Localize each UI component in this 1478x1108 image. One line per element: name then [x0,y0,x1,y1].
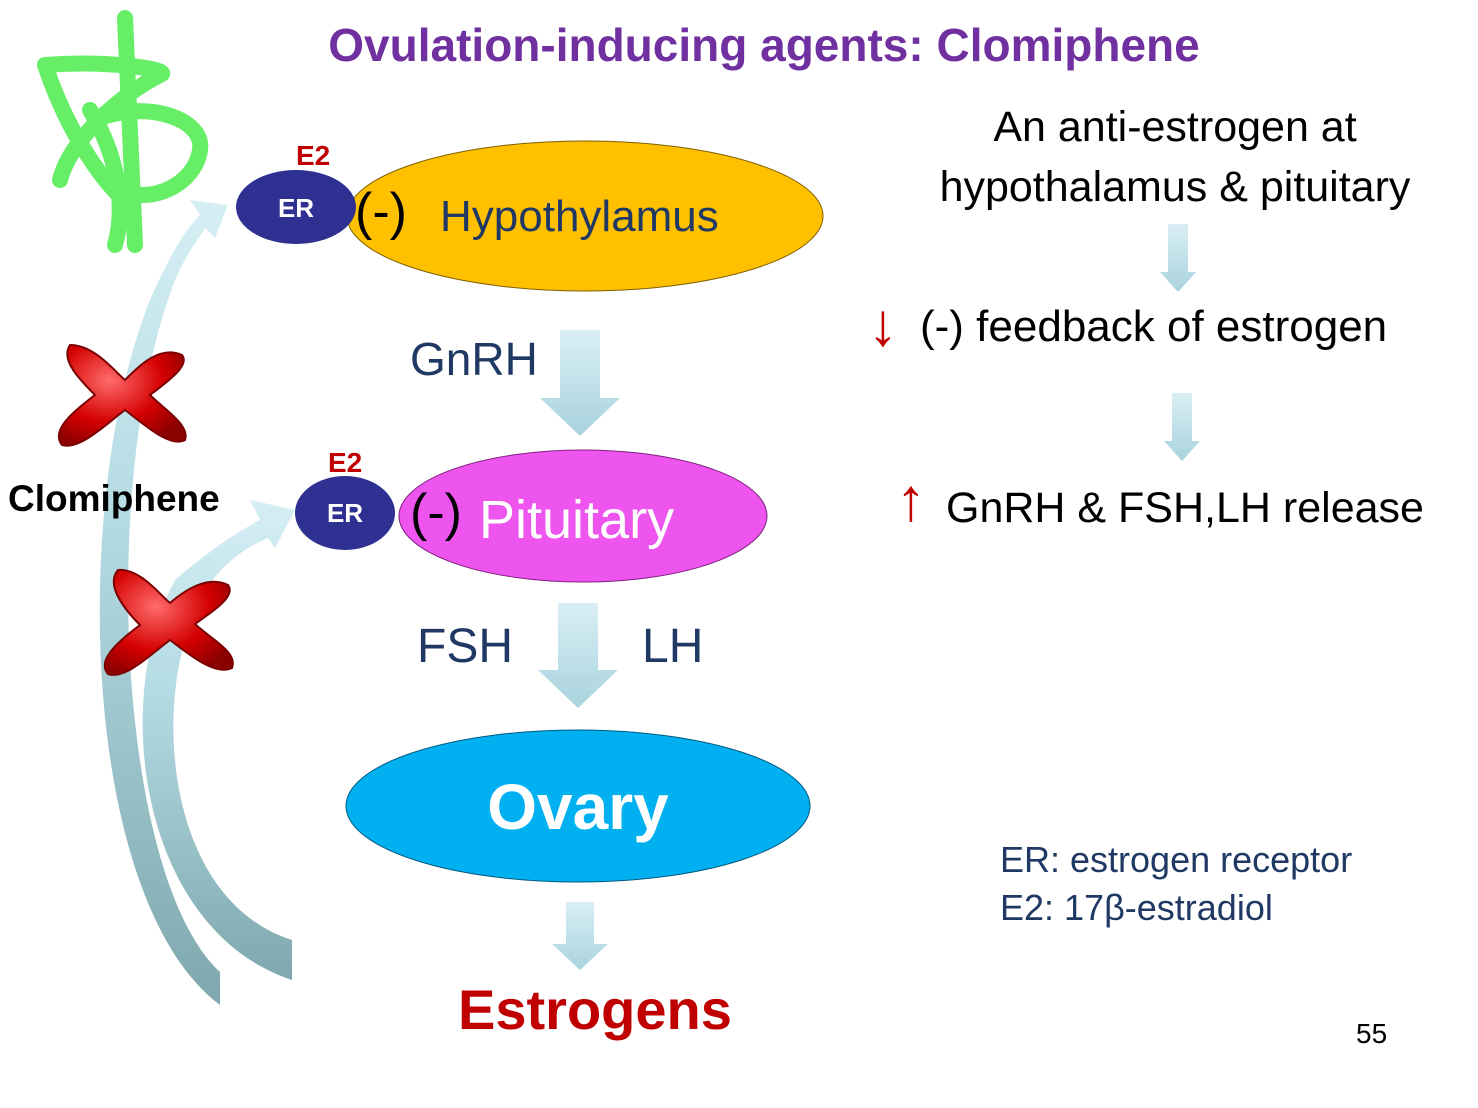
negative-mark-hypothalamus: (-) [355,183,407,241]
slide-title: Ovulation-inducing agents: Clomiphene [328,19,1200,71]
e2-label-hypothalamus: E2 [296,140,331,171]
er-label-pituitary: ER [326,498,364,528]
arrow-right-2 [1164,393,1200,461]
estrogens-label: Estrogens [458,978,732,1041]
e2-label-pituitary: E2 [328,447,363,478]
lh-label: LH [642,620,704,673]
increase-arrow-icon: ↑ [896,466,926,533]
mechanism-line-1: An anti-estrogen at [993,103,1357,151]
arrow-ovary-to-estrogens [552,902,608,970]
ovary-label: Ovary [487,771,669,843]
arrow-hypothalamus-to-pituitary [540,330,620,436]
block-x-icon-upper [58,343,187,447]
arrow-pituitary-to-ovary [538,603,618,708]
negative-mark-pituitary: (-) [410,484,462,542]
release-text: GnRH & FSH,LH release [946,484,1424,532]
legend-e2: E2: 17β-estradiol [1000,887,1273,928]
er-receptor-pituitary [295,476,395,550]
pituitary-label: Pituitary [479,490,675,550]
arrow-right-1 [1160,224,1196,292]
legend-er: ER: estrogen receptor [1000,839,1353,880]
er-receptor-hypothalamus [236,170,356,244]
pituitary-ellipse [398,449,768,583]
clomiphene-molecule-icon [37,10,209,253]
ovary-ellipse [345,729,811,883]
gnrh-label: GnRH [410,333,538,385]
fsh-label: FSH [417,620,513,673]
er-label-hypothalamus: ER [277,193,315,223]
block-x-icon-lower [103,568,234,676]
clomiphene-label: Clomiphene [8,478,220,519]
feedback-text: (-) feedback of estrogen [920,302,1388,351]
page-number: 55 [1356,1018,1388,1049]
mechanism-line-2: hypothalamus & pituitary [939,163,1411,211]
hypothalamus-label: Hypothylamus [440,192,719,241]
decrease-arrow-icon: ↓ [868,291,898,358]
